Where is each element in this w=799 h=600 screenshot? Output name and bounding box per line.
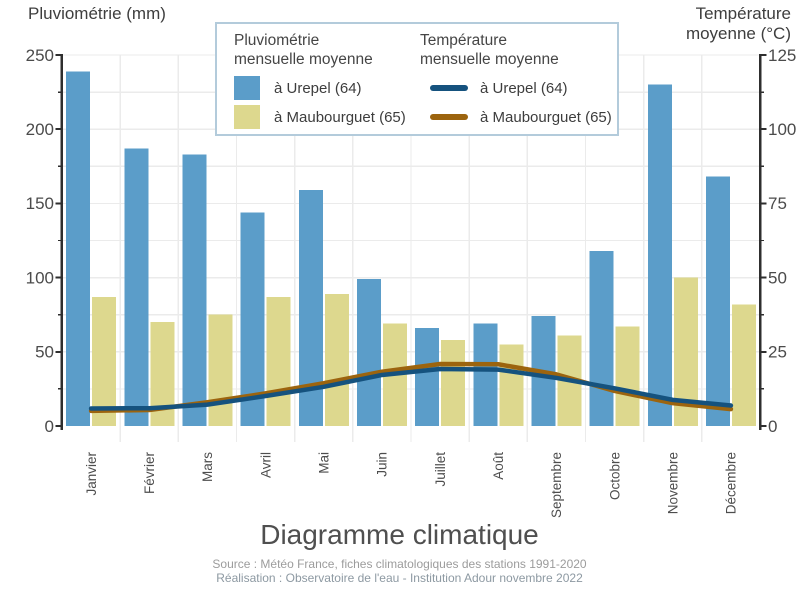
legend-precip-heading-line2: mensuelle moyenne bbox=[234, 51, 373, 68]
precipitation-bar bbox=[208, 314, 233, 426]
legend-temp-heading-line1: Température bbox=[420, 32, 508, 49]
legend-item-temp-urepel: à Urepel (64) bbox=[420, 76, 612, 100]
legend-temperature-items: à Urepel (64) à Maubourguet (65) bbox=[420, 76, 612, 129]
right-axis-spine bbox=[759, 54, 762, 430]
x-tick-label: Décembre bbox=[724, 452, 739, 514]
left-axis-spine bbox=[60, 54, 63, 430]
y-left-tick-label: 50 bbox=[35, 343, 54, 362]
legend: Pluviométrie mensuelle moyenne à Urepel … bbox=[215, 22, 619, 136]
y-left-tick-label: 200 bbox=[26, 120, 54, 139]
y-right-tick-label: 75 bbox=[768, 194, 787, 213]
x-tick-label: Avril bbox=[258, 452, 273, 478]
y-left-tick-label: 0 bbox=[45, 417, 54, 436]
legend-temperature-column: Température mensuelle moyenne à Urepel (… bbox=[420, 24, 612, 134]
legend-precip-heading-line1: Pluviométrie bbox=[234, 32, 320, 49]
right-axis-title: Température moyenne (°C) bbox=[686, 4, 791, 44]
y-left-tick-label: 150 bbox=[26, 194, 54, 213]
legend-item-temp-maubourguet: à Maubourguet (65) bbox=[420, 105, 612, 129]
precipitation-bar bbox=[182, 154, 207, 427]
legend-precipitation-items: à Urepel (64) à Maubourguet (65) bbox=[234, 76, 420, 129]
legend-precipitation-column: Pluviométrie mensuelle moyenne à Urepel … bbox=[217, 24, 420, 134]
legend-item-label: à Urepel (64) bbox=[480, 79, 568, 97]
x-tick-label: Octobre bbox=[607, 452, 622, 500]
legend-item-label: à Maubourguet (65) bbox=[480, 108, 612, 126]
temp-maubourguet-line-icon bbox=[430, 114, 468, 120]
page-title: Diagramme climatique bbox=[260, 519, 539, 550]
y-right-tick-label: 25 bbox=[768, 343, 787, 362]
x-tick-label: Juillet bbox=[433, 452, 448, 487]
legend-precipitation-heading: Pluviométrie mensuelle moyenne bbox=[234, 31, 420, 69]
footer-source: Source : Météo France, fiches climatolog… bbox=[212, 557, 587, 571]
precipitation-bar bbox=[589, 250, 614, 426]
precipitation-bar bbox=[66, 71, 91, 426]
x-tick-label: Juin bbox=[375, 452, 390, 477]
precipitation-bar bbox=[615, 326, 640, 426]
precipitation-bar bbox=[473, 323, 498, 426]
y-right-tick-label: 125 bbox=[768, 46, 796, 65]
precipitation-bar bbox=[731, 304, 756, 426]
legend-item-precip-urepel: à Urepel (64) bbox=[234, 76, 420, 100]
x-tick-label: Août bbox=[491, 452, 506, 480]
y-left-tick-label: 100 bbox=[26, 268, 54, 287]
x-tick-label: Février bbox=[142, 452, 157, 495]
legend-item-label: à Maubourguet (65) bbox=[274, 108, 406, 126]
precipitation-bar bbox=[356, 279, 381, 426]
legend-item-label: à Urepel (64) bbox=[274, 79, 362, 97]
x-tick-label: Novembre bbox=[666, 452, 681, 514]
x-tick-label: Mai bbox=[317, 452, 332, 474]
y-right-tick-label: 0 bbox=[768, 417, 777, 436]
y-right-tick-label: 100 bbox=[768, 120, 796, 139]
legend-temperature-heading: Température mensuelle moyenne bbox=[420, 31, 612, 69]
precipitation-bar bbox=[441, 339, 466, 426]
precipitation-bar bbox=[705, 176, 730, 426]
precipitation-bar bbox=[647, 84, 672, 427]
x-tick-label: Janvier bbox=[84, 452, 99, 496]
temperature-line bbox=[88, 366, 734, 411]
x-tick-label: Septembre bbox=[549, 452, 564, 518]
footer-realisation: Réalisation : Observatoire de l'eau - In… bbox=[216, 571, 583, 585]
precipitation-bar bbox=[92, 296, 117, 426]
legend-item-precip-maubourguet: à Maubourguet (65) bbox=[234, 105, 420, 129]
right-axis-title-line1: Température bbox=[695, 4, 791, 23]
precipitation-bar bbox=[124, 148, 149, 426]
legend-temp-heading-line2: mensuelle moyenne bbox=[420, 51, 559, 68]
left-axis-title: Pluviométrie (mm) bbox=[28, 4, 166, 23]
precipitation-bar bbox=[240, 212, 265, 426]
right-axis-title-line2: moyenne (°C) bbox=[685, 24, 791, 43]
temp-urepel-line-icon bbox=[430, 85, 468, 91]
precipitation-bar bbox=[266, 296, 291, 426]
precip-urepel-swatch-icon bbox=[234, 76, 260, 100]
y-left-tick-label: 250 bbox=[26, 46, 54, 65]
precipitation-bar bbox=[324, 293, 349, 426]
precipitation-bar bbox=[415, 328, 440, 426]
y-right-tick-label: 50 bbox=[768, 268, 787, 287]
precip-maubourguet-swatch-icon bbox=[234, 105, 260, 129]
precipitation-bar bbox=[499, 344, 524, 426]
x-tick-label: Mars bbox=[200, 452, 215, 482]
